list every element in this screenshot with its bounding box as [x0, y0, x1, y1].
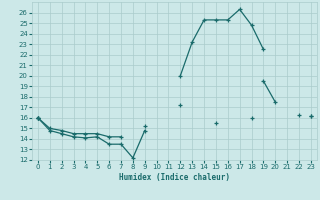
X-axis label: Humidex (Indice chaleur): Humidex (Indice chaleur)	[119, 173, 230, 182]
